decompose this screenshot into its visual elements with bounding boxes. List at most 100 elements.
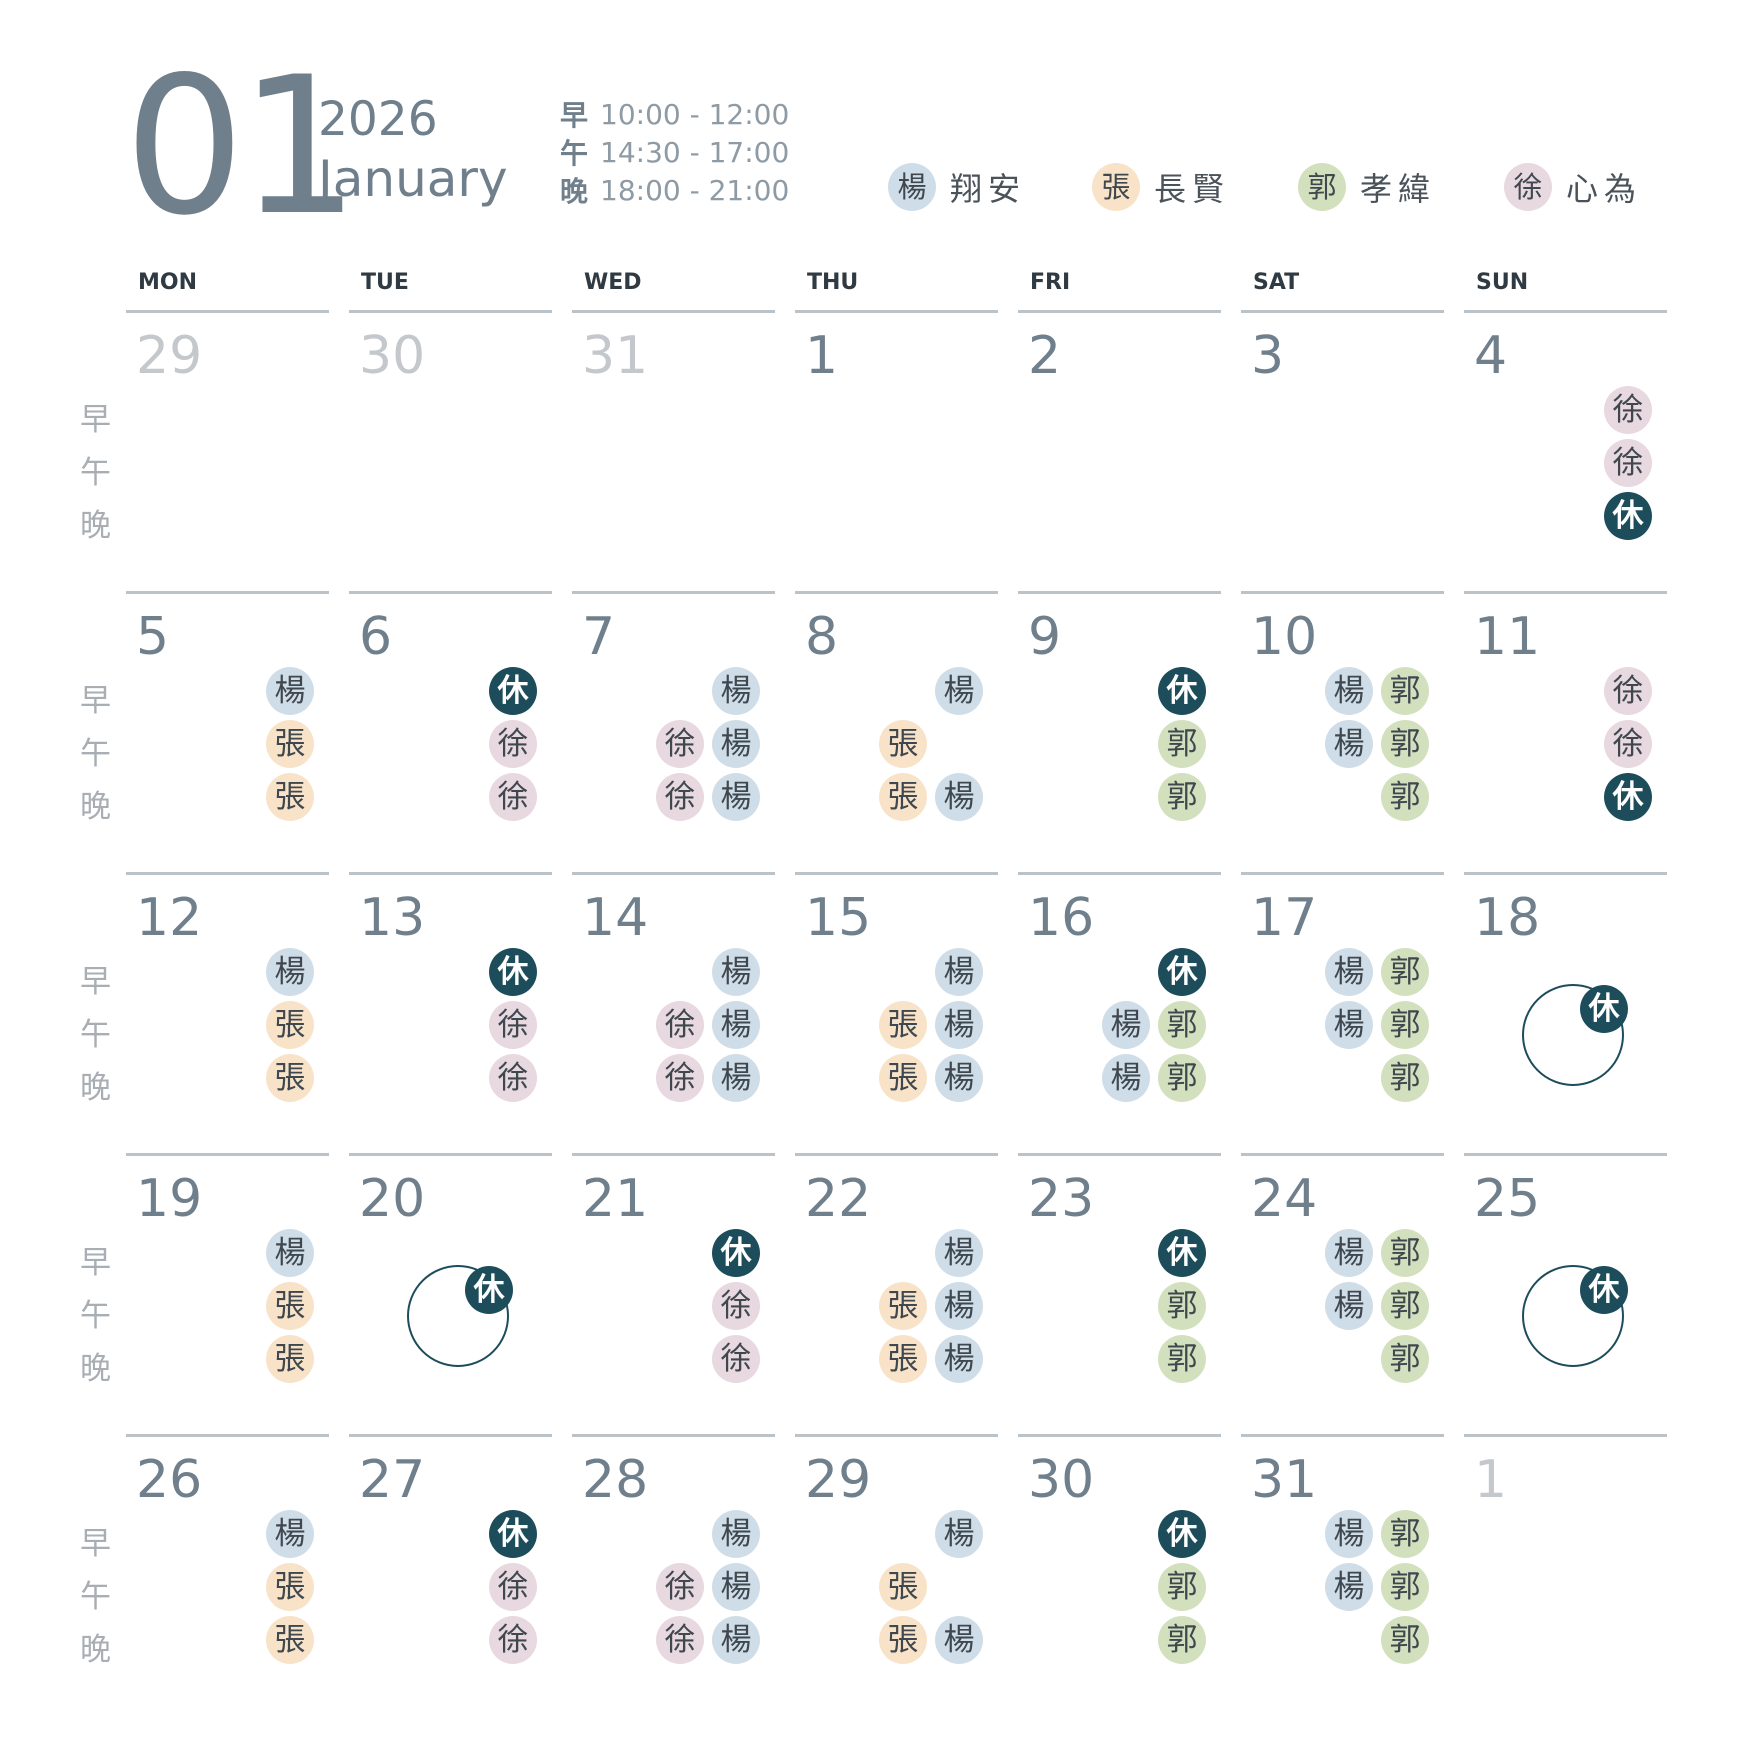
- staff-badge-zhang[interactable]: 張: [266, 1001, 314, 1049]
- staff-badge-xu[interactable]: 徐: [656, 1616, 704, 1664]
- staff-badge-yang[interactable]: 楊: [266, 1229, 314, 1277]
- staff-badge-guo[interactable]: 郭: [1381, 1510, 1429, 1558]
- staff-badge-xu[interactable]: 徐: [489, 720, 537, 768]
- staff-badge-yang[interactable]: 楊: [935, 948, 983, 996]
- staff-badge-xu[interactable]: 徐: [656, 773, 704, 821]
- staff-badge-zhang[interactable]: 張: [879, 1563, 927, 1611]
- day-number[interactable]: 31: [1251, 1450, 1318, 1510]
- staff-badge-xu[interactable]: 徐: [656, 720, 704, 768]
- staff-badge-guo[interactable]: 郭: [1381, 1616, 1429, 1664]
- staff-badge-guo[interactable]: 郭: [1381, 773, 1429, 821]
- staff-badge-xu[interactable]: 徐: [1604, 667, 1652, 715]
- day-number[interactable]: 20: [359, 1169, 426, 1229]
- day-number[interactable]: 7: [582, 607, 616, 667]
- staff-badge-guo[interactable]: 郭: [1381, 1563, 1429, 1611]
- staff-badge-xu[interactable]: 徐: [489, 1616, 537, 1664]
- day-number[interactable]: 17: [1251, 888, 1318, 948]
- day-number[interactable]: 11: [1474, 607, 1541, 667]
- staff-badge-guo[interactable]: 郭: [1381, 1054, 1429, 1102]
- staff-badge-zhang[interactable]: 張: [879, 1335, 927, 1383]
- staff-badge-yang[interactable]: 楊: [1325, 1282, 1373, 1330]
- staff-badge-yang[interactable]: 楊: [935, 667, 983, 715]
- day-number[interactable]: 27: [359, 1450, 426, 1510]
- staff-badge-yang[interactable]: 楊: [1325, 1229, 1373, 1277]
- staff-badge-guo[interactable]: 郭: [1158, 1563, 1206, 1611]
- day-number[interactable]: 15: [805, 888, 872, 948]
- staff-badge-yang[interactable]: 楊: [712, 667, 760, 715]
- staff-badge-yang[interactable]: 楊: [1325, 948, 1373, 996]
- day-off-badge[interactable]: 休: [1580, 1266, 1628, 1314]
- staff-badge-zhang[interactable]: 張: [266, 1616, 314, 1664]
- staff-badge-zhang[interactable]: 張: [879, 1054, 927, 1102]
- staff-badge-yang[interactable]: 楊: [935, 1229, 983, 1277]
- staff-badge-xu[interactable]: 徐: [489, 773, 537, 821]
- day-number[interactable]: 4: [1474, 326, 1508, 386]
- day-off-badge[interactable]: 休: [712, 1229, 760, 1277]
- staff-badge-zhang[interactable]: 張: [879, 1001, 927, 1049]
- staff-badge-zhang[interactable]: 張: [266, 1054, 314, 1102]
- staff-badge-yang[interactable]: 楊: [935, 1335, 983, 1383]
- day-number[interactable]: 30: [1028, 1450, 1095, 1510]
- staff-badge-yang[interactable]: 楊: [935, 773, 983, 821]
- staff-badge-yang[interactable]: 楊: [935, 1616, 983, 1664]
- day-off-badge[interactable]: 休: [489, 948, 537, 996]
- staff-badge-zhang[interactable]: 張: [266, 1563, 314, 1611]
- staff-badge-guo[interactable]: 郭: [1158, 1616, 1206, 1664]
- day-number[interactable]: 21: [582, 1169, 649, 1229]
- staff-badge-zhang[interactable]: 張: [266, 1335, 314, 1383]
- day-off-badge[interactable]: 休: [1158, 1510, 1206, 1558]
- staff-badge-yang[interactable]: 楊: [712, 773, 760, 821]
- staff-badge-guo[interactable]: 郭: [1381, 1335, 1429, 1383]
- day-number[interactable]: 6: [359, 607, 393, 667]
- staff-badge-xu[interactable]: 徐: [656, 1563, 704, 1611]
- staff-badge-guo[interactable]: 郭: [1381, 720, 1429, 768]
- staff-badge-yang[interactable]: 楊: [935, 1282, 983, 1330]
- staff-badge-yang[interactable]: 楊: [266, 948, 314, 996]
- staff-badge-xu[interactable]: 徐: [656, 1054, 704, 1102]
- staff-badge-guo[interactable]: 郭: [1381, 948, 1429, 996]
- day-number[interactable]: 3: [1251, 326, 1285, 386]
- staff-badge-zhang[interactable]: 張: [266, 773, 314, 821]
- staff-badge-yang[interactable]: 楊: [712, 1001, 760, 1049]
- staff-badge-guo[interactable]: 郭: [1158, 773, 1206, 821]
- staff-badge-xu[interactable]: 徐: [489, 1563, 537, 1611]
- staff-badge-yang[interactable]: 楊: [935, 1054, 983, 1102]
- staff-badge-yang[interactable]: 楊: [712, 1616, 760, 1664]
- day-number[interactable]: 1: [1474, 1450, 1508, 1510]
- staff-badge-xu[interactable]: 徐: [489, 1001, 537, 1049]
- day-off-badge[interactable]: 休: [1604, 492, 1652, 540]
- staff-badge-zhang[interactable]: 張: [879, 720, 927, 768]
- staff-badge-guo[interactable]: 郭: [1381, 1282, 1429, 1330]
- day-off-badge[interactable]: 休: [1158, 948, 1206, 996]
- day-number[interactable]: 12: [136, 888, 203, 948]
- staff-badge-xu[interactable]: 徐: [656, 1001, 704, 1049]
- staff-badge-xu[interactable]: 徐: [712, 1335, 760, 1383]
- staff-badge-guo[interactable]: 郭: [1381, 667, 1429, 715]
- staff-badge-yang[interactable]: 楊: [935, 1510, 983, 1558]
- day-number[interactable]: 5: [136, 607, 170, 667]
- day-off-badge[interactable]: 休: [1158, 1229, 1206, 1277]
- staff-badge-guo[interactable]: 郭: [1158, 1335, 1206, 1383]
- staff-badge-yang[interactable]: 楊: [1102, 1001, 1150, 1049]
- day-off-badge[interactable]: 休: [1158, 667, 1206, 715]
- staff-badge-yang[interactable]: 楊: [1325, 1510, 1373, 1558]
- day-number[interactable]: 28: [582, 1450, 649, 1510]
- day-number[interactable]: 18: [1474, 888, 1541, 948]
- day-number[interactable]: 29: [805, 1450, 872, 1510]
- day-number[interactable]: 24: [1251, 1169, 1318, 1229]
- day-number[interactable]: 9: [1028, 607, 1062, 667]
- day-number[interactable]: 31: [582, 326, 649, 386]
- day-number[interactable]: 13: [359, 888, 426, 948]
- staff-badge-zhang[interactable]: 張: [879, 1616, 927, 1664]
- staff-badge-xu[interactable]: 徐: [1604, 720, 1652, 768]
- day-number[interactable]: 26: [136, 1450, 203, 1510]
- day-number[interactable]: 14: [582, 888, 649, 948]
- staff-badge-guo[interactable]: 郭: [1381, 1001, 1429, 1049]
- staff-badge-guo[interactable]: 郭: [1158, 720, 1206, 768]
- staff-badge-xu[interactable]: 徐: [1604, 386, 1652, 434]
- staff-badge-zhang[interactable]: 張: [879, 1282, 927, 1330]
- staff-badge-guo[interactable]: 郭: [1381, 1229, 1429, 1277]
- staff-badge-yang[interactable]: 楊: [712, 720, 760, 768]
- staff-badge-yang[interactable]: 楊: [712, 1054, 760, 1102]
- staff-badge-xu[interactable]: 徐: [712, 1282, 760, 1330]
